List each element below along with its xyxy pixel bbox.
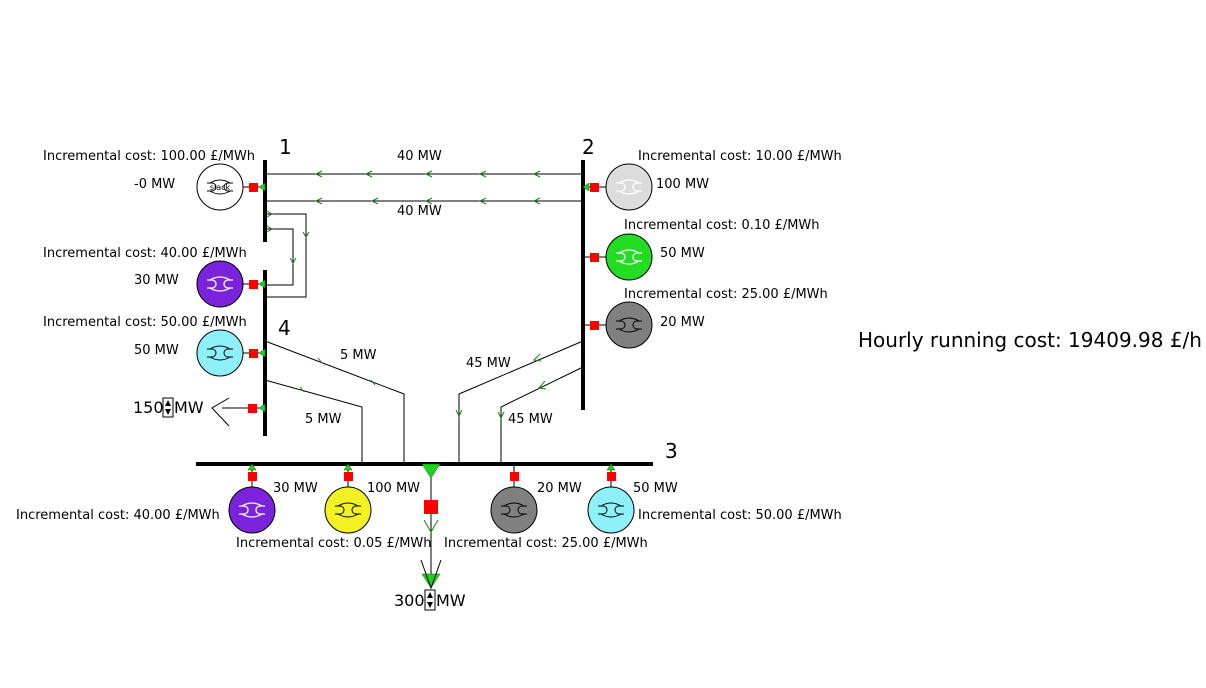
bus-3-label: 3 [665, 439, 678, 463]
generator-bus4-b[interactable] [196, 329, 266, 377]
breaker-icon[interactable] [248, 404, 257, 413]
line-1-2-a-flow: 40 MW [397, 149, 442, 164]
load-bus3-unit: MW [436, 591, 466, 610]
gen-bus3d-cost: Incremental cost: 50.00 £/MWh [638, 508, 842, 523]
load-bus4-spinner[interactable] [162, 397, 174, 418]
breaker-icon[interactable] [510, 472, 519, 481]
line-4-3-a-flow: 5 MW [340, 348, 377, 363]
gen-bus1-output: -0 MW [134, 177, 175, 192]
breaker-icon[interactable] [249, 349, 258, 358]
load-bus4-value[interactable]: 150 [133, 398, 164, 417]
line-2-3-b[interactable] [497, 366, 584, 464]
gen-bus2c-cost: Incremental cost: 25.00 £/MWh [624, 287, 828, 302]
gen-bus3d-output: 50 MW [633, 481, 678, 496]
line-1-2-b[interactable] [265, 197, 583, 205]
line-4-3-b-flow: 5 MW [305, 412, 342, 427]
generator-bus2-a[interactable] [582, 163, 653, 211]
gen-bus2b-output: 50 MW [660, 246, 705, 261]
line-2-3-a[interactable] [455, 340, 584, 464]
gen-bus3c-output: 20 MW [537, 481, 582, 496]
breaker-icon[interactable] [249, 280, 258, 289]
gen-bus3c-cost: Incremental cost: 25.00 £/MWh [444, 536, 648, 551]
generator-bus2-b[interactable] [583, 233, 653, 281]
slack-tag: slack [210, 183, 231, 192]
breaker-icon[interactable] [248, 472, 257, 481]
bus-1-label: 1 [279, 135, 292, 159]
gen-bus3b-output: 100 MW [367, 481, 420, 496]
gen-bus2c-output: 20 MW [660, 315, 705, 330]
breaker-icon[interactable] [590, 321, 599, 330]
gen-bus2b-cost: Incremental cost: 0.10 £/MWh [624, 218, 820, 233]
load-bus3-spinner[interactable] [424, 589, 436, 611]
line-4-3-a[interactable] [264, 340, 405, 464]
line-1-2-b-flow: 40 MW [397, 204, 442, 219]
generator-bus2-c[interactable] [583, 301, 653, 349]
line-4-3-b[interactable] [264, 379, 363, 464]
hourly-running-cost: Hourly running cost: 19409.98 £/h [858, 328, 1202, 352]
line-1-2-a[interactable] [265, 170, 583, 178]
gen-bus4b-cost: Incremental cost: 50.00 £/MWh [43, 315, 247, 330]
breaker-icon[interactable] [249, 183, 258, 192]
breaker-icon[interactable] [590, 253, 599, 262]
line-2-3-a-flow: 45 MW [466, 356, 511, 371]
breaker-icon[interactable] [424, 500, 438, 514]
gen-bus3a-output: 30 MW [273, 481, 318, 496]
generator-bus3-d[interactable] [587, 463, 635, 534]
gen-bus2a-cost: Incremental cost: 10.00 £/MWh [638, 149, 842, 164]
breaker-icon[interactable] [607, 472, 616, 481]
generator-bus1-slack[interactable]: slack [196, 163, 266, 211]
breaker-icon[interactable] [344, 472, 353, 481]
generator-bus3-c[interactable] [490, 464, 538, 534]
bus-2-label: 2 [582, 135, 595, 159]
gen-bus4b-output: 50 MW [134, 343, 179, 358]
breaker-icon[interactable] [590, 183, 599, 192]
gen-bus3b-cost: Incremental cost: 0.05 £/MWh [236, 536, 432, 551]
gen-bus4a-cost: Incremental cost: 40.00 £/MWh [43, 246, 247, 261]
load-bus3[interactable] [420, 463, 442, 590]
line-1-4-a[interactable] [265, 210, 310, 298]
gen-bus3a-cost: Incremental cost: 40.00 £/MWh [16, 508, 220, 523]
generator-bus3-a[interactable] [228, 463, 276, 534]
bus-4-label: 4 [278, 316, 291, 340]
load-bus4[interactable] [211, 397, 266, 427]
load-bus3-value[interactable]: 300 [394, 591, 425, 610]
gen-bus2a-output: 100 MW [656, 177, 709, 192]
gen-bus1-cost: Incremental cost: 100.00 £/MWh [43, 149, 255, 164]
gen-bus4a-output: 30 MW [134, 273, 179, 288]
generator-bus4-a[interactable] [196, 260, 266, 308]
load-bus4-unit: MW [174, 398, 204, 417]
line-2-3-b-flow: 45 MW [508, 412, 553, 427]
generator-bus3-b[interactable] [324, 463, 372, 534]
